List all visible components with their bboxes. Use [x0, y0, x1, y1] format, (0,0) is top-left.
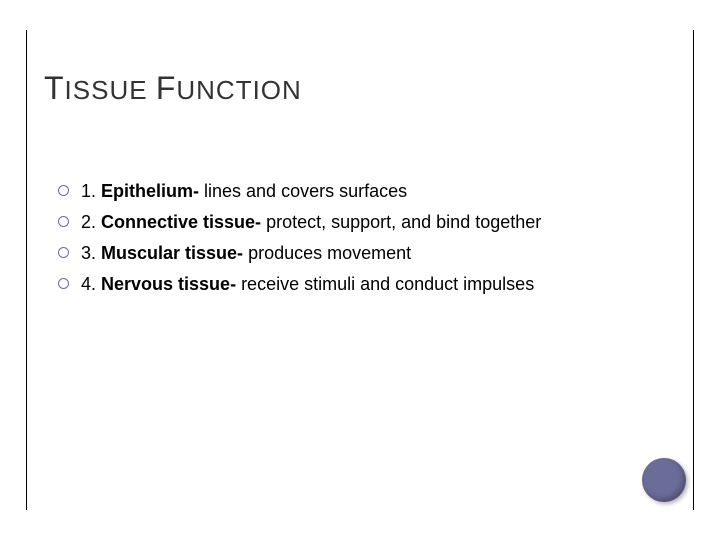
item-bold: Nervous tissue- [101, 274, 236, 294]
title-cap-2: F [156, 70, 177, 106]
item-number: 2. [81, 212, 101, 232]
list-item: 3. Muscular tissue- produces movement [58, 240, 662, 267]
list-item: 1. Epithelium- lines and covers surfaces [58, 178, 662, 205]
title-space [148, 75, 156, 105]
item-rest: produces movement [243, 243, 411, 263]
bullet-text: 4. Nervous tissue- receive stimuli and c… [81, 271, 662, 298]
bullet-text: 2. Connective tissue- protect, support, … [81, 209, 662, 236]
item-number: 4. [81, 274, 101, 294]
item-rest: receive stimuli and conduct impulses [236, 274, 534, 294]
item-bold: Muscular tissue- [101, 243, 243, 263]
item-bold: Connective tissue- [101, 212, 261, 232]
decorative-circle [642, 458, 686, 502]
title-word2-rest: UNCTION [176, 75, 301, 105]
item-number: 3. [81, 243, 101, 263]
bullet-icon [58, 216, 69, 227]
bullet-icon [58, 278, 69, 289]
item-bold: Epithelium- [101, 181, 199, 201]
slide-title: TISSUE FUNCTION [44, 70, 302, 107]
list-item: 4. Nervous tissue- receive stimuli and c… [58, 271, 662, 298]
bullet-text: 1. Epithelium- lines and covers surfaces [81, 178, 662, 205]
item-number: 1. [81, 181, 101, 201]
list-item: 2. Connective tissue- protect, support, … [58, 209, 662, 236]
title-cap-1: T [44, 70, 65, 106]
bullet-list: 1. Epithelium- lines and covers surfaces… [58, 178, 662, 302]
bullet-icon [58, 247, 69, 258]
bullet-text: 3. Muscular tissue- produces movement [81, 240, 662, 267]
title-word1-rest: ISSUE [65, 75, 148, 105]
bullet-icon [58, 185, 69, 196]
item-rest: protect, support, and bind together [261, 212, 541, 232]
item-rest: lines and covers surfaces [199, 181, 407, 201]
